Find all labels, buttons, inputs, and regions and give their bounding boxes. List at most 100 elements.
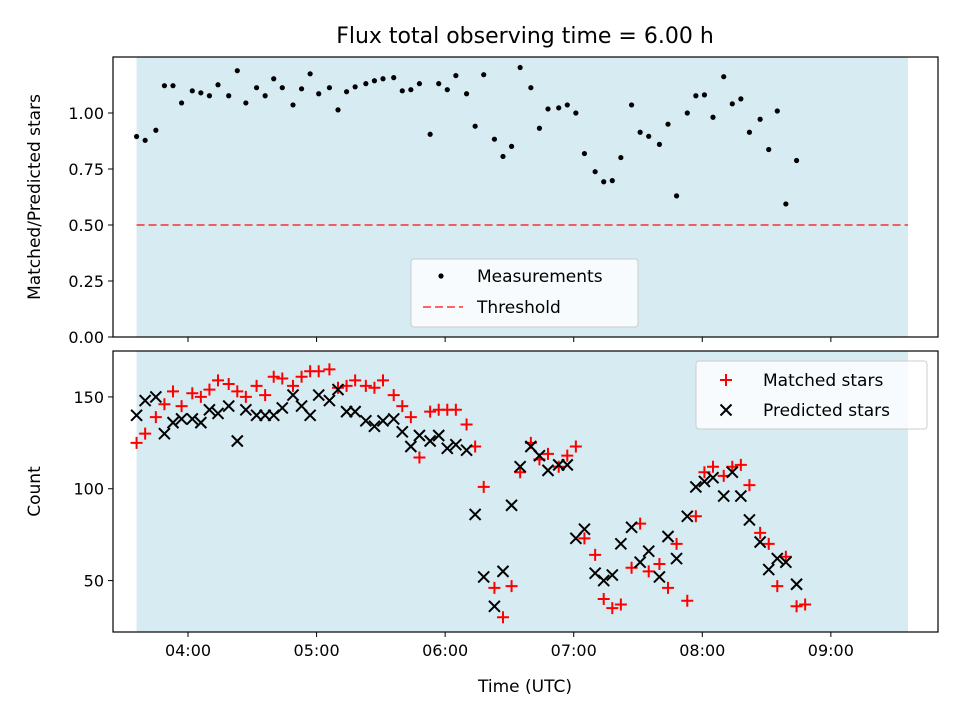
measurement-point bbox=[243, 100, 249, 106]
measurement-point bbox=[427, 131, 433, 137]
legend-label: Matched stars bbox=[763, 371, 883, 391]
predicted-stars-point bbox=[276, 401, 289, 415]
predicted-stars-point bbox=[303, 409, 317, 422]
measurement-point bbox=[665, 121, 671, 127]
measurement-point bbox=[508, 143, 515, 149]
measurement-point bbox=[500, 153, 506, 160]
legend-label: Measurements bbox=[477, 267, 603, 287]
measurement-point bbox=[609, 178, 615, 184]
measurement-point bbox=[684, 110, 690, 116]
measurement-point bbox=[438, 273, 444, 279]
predicted-stars-point bbox=[194, 416, 208, 429]
matched-stars-point bbox=[349, 374, 362, 387]
matched-stars-point bbox=[762, 537, 775, 550]
axes-frame bbox=[112, 56, 939, 338]
legend-box bbox=[410, 258, 639, 328]
count-panel: 50 100 150 04:00 05:00 06:00 07:00 08:00 09:00 Co… bbox=[25, 350, 939, 660]
matched-stars-point bbox=[497, 611, 509, 624]
predicted-stars-point bbox=[138, 394, 152, 407]
figure-title: Flux total observing time = 6.00 h bbox=[336, 24, 714, 49]
measurement-point bbox=[564, 102, 570, 108]
series-1 bbox=[133, 64, 800, 207]
measurement-point bbox=[262, 93, 268, 99]
matched-stars-point bbox=[670, 537, 683, 550]
y-tick-label: 0.25 bbox=[68, 272, 104, 291]
matched-stars-point bbox=[589, 548, 602, 561]
measurement-point bbox=[380, 76, 386, 82]
predicted-stars-point bbox=[331, 383, 345, 396]
measurement-point bbox=[189, 88, 195, 94]
matched-stars-point bbox=[203, 383, 216, 396]
predicted-stars-point bbox=[323, 394, 336, 407]
predicted-stars-point bbox=[790, 578, 803, 591]
measurement-point bbox=[279, 85, 285, 91]
measurement-point bbox=[436, 81, 442, 87]
matched-stars-point bbox=[387, 389, 400, 402]
predicted-stars-point bbox=[396, 425, 409, 439]
measurement-point bbox=[363, 81, 369, 87]
measurement-point bbox=[463, 91, 470, 97]
measurement-point bbox=[133, 133, 140, 140]
ratio-panel: 0.00 0.25 0.50 0.75 1.00 Matched/Predicted st… bbox=[25, 56, 939, 347]
measurement-point bbox=[528, 85, 534, 91]
measurement-point bbox=[215, 82, 221, 88]
predicted-stars-point bbox=[387, 412, 400, 426]
measurement-point bbox=[536, 125, 543, 131]
matched-stars-point bbox=[720, 374, 732, 386]
matched-stars-point bbox=[186, 387, 199, 400]
legend: Measurements Threshold bbox=[410, 258, 639, 328]
matched-stars-point bbox=[396, 400, 409, 413]
x-tick-label: 07:00 bbox=[551, 641, 597, 660]
matched-stars-point bbox=[477, 480, 490, 493]
measurement-point bbox=[290, 102, 296, 108]
measurement-point bbox=[472, 123, 478, 129]
predicted-stars-point bbox=[186, 412, 199, 426]
predicted-stars-point bbox=[734, 489, 748, 503]
predicted-stars-point bbox=[578, 522, 591, 536]
predicted-stars-point bbox=[468, 508, 482, 521]
measurement-point bbox=[142, 137, 148, 143]
predicted-stars-point bbox=[653, 570, 666, 584]
predicted-stars-point bbox=[423, 434, 437, 448]
matched-stars-point bbox=[449, 403, 462, 416]
measurement-point bbox=[253, 85, 260, 91]
measurement-point bbox=[416, 81, 423, 87]
measurement-point bbox=[178, 100, 185, 106]
predicted-stars-point bbox=[561, 458, 574, 472]
matched-stars-point bbox=[175, 400, 188, 413]
matched-stars-point bbox=[259, 389, 272, 402]
measurement-point bbox=[646, 133, 652, 139]
measurement-point bbox=[326, 85, 333, 91]
measurement-point bbox=[271, 76, 277, 82]
predicted-stars-point bbox=[413, 429, 426, 442]
measurement-point bbox=[444, 87, 450, 93]
predicted-stars-point bbox=[211, 407, 225, 420]
matched-stars-point bbox=[424, 405, 437, 418]
series-1 bbox=[130, 363, 812, 624]
measurement-point bbox=[453, 72, 459, 79]
predicted-stars-point bbox=[175, 412, 188, 426]
measurement-point bbox=[746, 129, 753, 135]
y-tick-label: 150 bbox=[73, 388, 104, 407]
matched-stars-point bbox=[597, 592, 610, 605]
x-axis-label: Time (UTC) bbox=[477, 677, 572, 697]
measurement-point bbox=[170, 83, 176, 89]
matched-stars-point bbox=[194, 390, 207, 403]
measurement-point bbox=[545, 106, 551, 112]
measurement-point bbox=[408, 87, 414, 93]
matched-stars-point bbox=[790, 600, 803, 613]
measurement-point bbox=[656, 141, 663, 147]
measurement-point bbox=[371, 78, 378, 84]
matched-stars-point bbox=[552, 460, 565, 473]
predicted-stars-point bbox=[625, 521, 638, 534]
measurement-point bbox=[316, 91, 322, 97]
matched-stars-point bbox=[754, 526, 767, 539]
matched-stars-point bbox=[561, 449, 574, 462]
matched-stars-point bbox=[488, 581, 501, 594]
measurement-point bbox=[298, 86, 305, 92]
matched-stars-point bbox=[653, 558, 666, 571]
measurement-point bbox=[556, 105, 562, 111]
predicted-stars-point bbox=[286, 388, 300, 402]
measurement-point bbox=[391, 75, 397, 81]
